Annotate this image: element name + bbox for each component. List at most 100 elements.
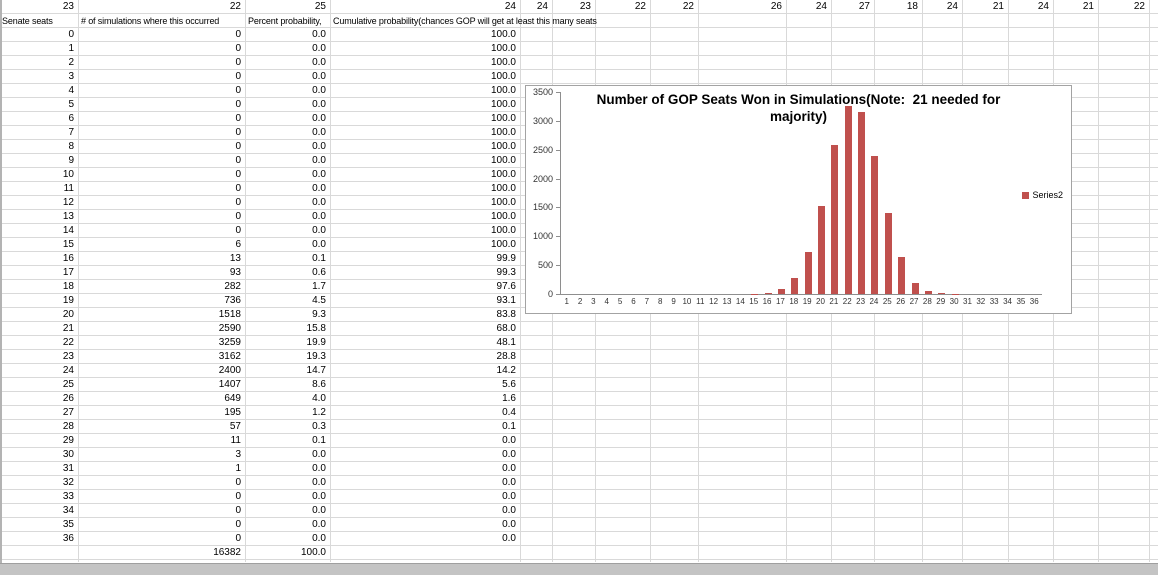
bar-seat-16[interactable] [764,293,772,294]
cell[interactable]: 4.0 [312,393,326,404]
embedded-chart[interactable]: Number of GOP Seats Won in Simulations(N… [525,85,1072,314]
cell[interactable]: 100.0 [490,141,516,152]
cell[interactable]: 4 [68,85,74,96]
header-cell[interactable]: Senate seats [2,16,53,26]
cell[interactable]: 0 [235,57,241,68]
cell[interactable]: 0.0 [312,449,326,460]
worksheet-grid[interactable]: 23 22 25 24 24 23 22 22 26 24 27 18 24 21 24 21 22 Senate… [0,0,1158,562]
cell[interactable]: 18 [62,281,74,292]
cell[interactable]: 0.0 [312,505,326,516]
cell[interactable]: 24 [815,1,827,12]
cell[interactable]: 31 [62,463,74,474]
header-cell[interactable]: Cumulative probability(chances GOP will … [333,16,597,26]
cell[interactable]: 26 [62,393,74,404]
cell[interactable]: 8 [68,141,74,152]
bar-seat-24[interactable] [871,155,879,294]
cell[interactable]: 1.6 [502,393,516,404]
cell[interactable]: 14.7 [306,365,326,376]
cell[interactable]: 100.0 [490,85,516,96]
total-cell[interactable]: 100.0 [300,547,326,558]
cell[interactable]: 100.0 [490,197,516,208]
cell[interactable]: 0.0 [312,463,326,474]
cell[interactable]: 649 [224,393,241,404]
cell[interactable]: 99.9 [496,253,516,264]
cell[interactable]: 15.8 [306,323,326,334]
cell[interactable]: 13 [229,253,241,264]
cell[interactable]: 3162 [218,351,241,362]
cell[interactable]: 9 [68,155,74,166]
cell[interactable]: 0 [235,197,241,208]
cell[interactable]: 22 [62,337,74,348]
cell[interactable]: 1 [68,43,74,54]
cell[interactable]: 28 [62,421,74,432]
bar-seat-29[interactable] [938,293,946,294]
cell[interactable]: 100.0 [490,57,516,68]
cell[interactable]: 29 [62,435,74,446]
cell[interactable]: 100.0 [490,155,516,166]
cell[interactable]: 0.0 [312,519,326,530]
cell[interactable]: 20 [62,309,74,320]
cell[interactable]: 33 [62,491,74,502]
cell[interactable]: 19 [62,295,74,306]
cell[interactable]: 0.0 [312,169,326,180]
cell[interactable]: 35 [62,519,74,530]
cell[interactable]: 6 [68,113,74,124]
cell[interactable]: 0.1 [312,253,326,264]
cell[interactable]: 0.6 [312,267,326,278]
cell[interactable]: 1 [235,463,241,474]
cell[interactable]: 0.0 [312,85,326,96]
cell[interactable]: 100.0 [490,43,516,54]
bar-seat-19[interactable] [804,251,812,294]
cell[interactable]: 100.0 [490,211,516,222]
cell[interactable]: 32 [62,477,74,488]
cell[interactable]: 10 [62,169,74,180]
cell[interactable]: 27 [62,407,74,418]
cell[interactable]: 0.0 [312,155,326,166]
cell[interactable]: 0 [235,43,241,54]
cell[interactable]: 4.5 [312,295,326,306]
cell[interactable]: 0.0 [502,491,516,502]
cell[interactable]: 8.6 [312,379,326,390]
cell[interactable]: 1.7 [312,281,326,292]
bar-seat-27[interactable] [911,282,919,294]
cell[interactable]: 25 [314,1,326,12]
cell[interactable]: 0 [235,99,241,110]
cell[interactable]: 0.0 [502,533,516,544]
cell[interactable]: 14 [62,225,74,236]
cell[interactable]: 21 [1082,1,1094,12]
cell[interactable]: 9.3 [312,309,326,320]
cell[interactable]: 22 [1133,1,1145,12]
cell[interactable]: 0.0 [312,477,326,488]
cell[interactable]: 0 [235,127,241,138]
cell[interactable]: 100.0 [490,225,516,236]
cell[interactable]: 0.0 [312,491,326,502]
cell[interactable]: 0 [235,533,241,544]
cell[interactable]: 0.4 [502,407,516,418]
cell[interactable]: 100.0 [490,169,516,180]
cell[interactable]: 0.0 [312,99,326,110]
cell[interactable]: 0.0 [312,113,326,124]
cell[interactable]: 0 [235,477,241,488]
header-cell[interactable]: Percent probability, [248,16,322,26]
cell[interactable]: 0 [235,141,241,152]
cell[interactable]: 0 [235,491,241,502]
cell[interactable]: 0 [235,71,241,82]
cell[interactable]: 100.0 [490,239,516,250]
cell[interactable]: 0 [235,155,241,166]
cell[interactable]: 0.3 [312,421,326,432]
cell[interactable]: 3 [235,449,241,460]
cell[interactable]: 24 [946,1,958,12]
cell[interactable]: 24 [504,1,516,12]
cell[interactable]: 0.1 [502,421,516,432]
cell[interactable]: 22 [229,1,241,12]
cell[interactable]: 0.0 [312,43,326,54]
cell[interactable]: 22 [682,1,694,12]
cell[interactable]: 100.0 [490,99,516,110]
cell[interactable]: 30 [62,449,74,460]
cell[interactable]: 0.0 [502,463,516,474]
cell[interactable]: 83.8 [496,309,516,320]
cell[interactable]: 15 [62,239,74,250]
cell[interactable]: 0.0 [312,533,326,544]
cell[interactable]: 0.0 [312,141,326,152]
cell[interactable]: 97.6 [496,281,516,292]
